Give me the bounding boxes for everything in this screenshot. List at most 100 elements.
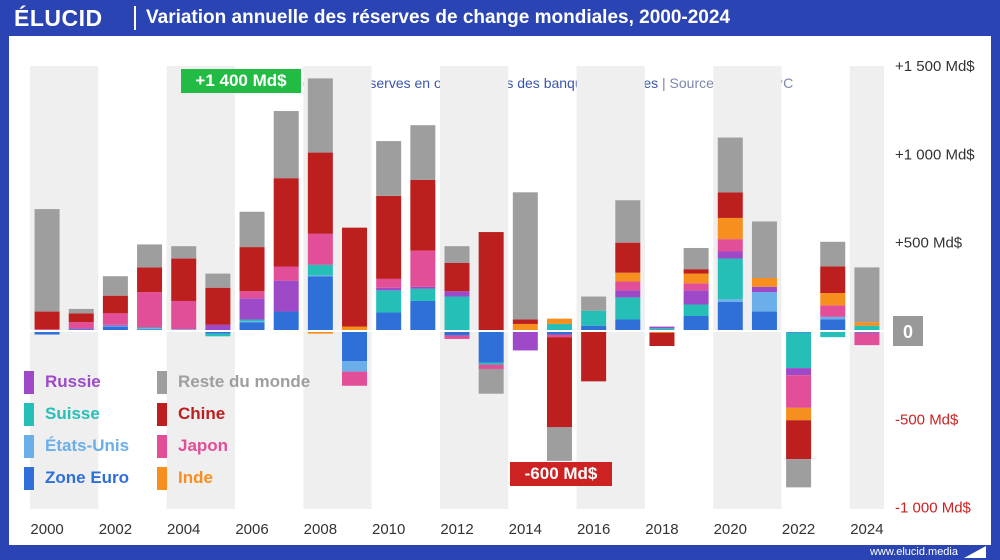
legend-swatch: [24, 467, 34, 490]
bar-segment: [615, 281, 641, 291]
bar-segment: [546, 331, 572, 335]
bar-segment: [444, 296, 470, 331]
bar-segment: [444, 331, 470, 336]
brand-logo[interactable]: ÉLUCID: [14, 5, 103, 31]
bar-segment: [68, 308, 94, 314]
x-tick-label: 2006: [235, 521, 268, 538]
bar-segment: [205, 331, 231, 334]
bar-segment: [239, 211, 265, 248]
x-tick-label: 2022: [782, 521, 815, 538]
bar-segment: [854, 325, 880, 331]
bar-segment: [342, 371, 368, 386]
bar-segment: [205, 273, 231, 288]
bar-segment: [478, 362, 504, 365]
bar-segment: [307, 152, 333, 234]
legend-swatch: [24, 371, 34, 394]
bar-segment: [717, 137, 743, 193]
bar-segment: [820, 316, 846, 320]
bar-segment: [102, 326, 128, 331]
title-separator: [134, 6, 136, 30]
bar-segment: [307, 331, 333, 334]
bar-segment: [342, 227, 368, 327]
bar-segment: [786, 368, 812, 376]
x-tick-label: 2018: [645, 521, 678, 538]
legend-swatch: [24, 403, 34, 426]
bar-segment: [444, 335, 470, 339]
bar-segment: [171, 246, 197, 259]
bar-segment: [683, 304, 709, 316]
bar-segment: [820, 319, 846, 331]
bar-segment: [751, 221, 777, 278]
bar-segment: [751, 292, 777, 312]
bar-segment: [717, 217, 743, 240]
legend-label: Zone Euro: [45, 468, 130, 487]
bar-segment: [410, 125, 436, 180]
legend-label: Japon: [178, 436, 229, 455]
bar-segment: [683, 273, 709, 284]
bar-segment: [786, 332, 812, 369]
bar-segment: [137, 327, 163, 329]
bar-segment: [717, 301, 743, 331]
legend-label: États-Unis: [45, 436, 130, 455]
bar-segment: [273, 266, 299, 281]
legend-label: Reste du monde: [178, 372, 311, 391]
bar-segment: [615, 290, 641, 298]
bar-segment: [376, 195, 402, 279]
bar-segment: [546, 337, 572, 428]
bar-segment: [34, 331, 60, 335]
bar-segment: [137, 267, 163, 293]
bar-segment: [342, 331, 368, 362]
bar-segment: [273, 311, 299, 331]
bar-segment: [512, 192, 538, 320]
legend-label: Russie: [45, 372, 101, 391]
bar-segment: [34, 311, 60, 330]
bar-segment: [102, 276, 128, 296]
bar-segment: [854, 332, 880, 346]
bar-segment: [512, 331, 538, 351]
y-tick-label: -500 Md$: [895, 411, 959, 428]
x-tick-label: 2014: [509, 521, 542, 538]
bar-segment: [342, 326, 368, 331]
legend-swatch: [24, 435, 34, 458]
subtitle-separator: |: [662, 75, 666, 91]
bar-segment: [786, 459, 812, 488]
peak-callout: +1 400 Md$: [181, 69, 301, 93]
bar-segment: [820, 293, 846, 306]
legend-swatch: [157, 403, 167, 426]
bar-segment: [751, 311, 777, 331]
bar-segment: [171, 258, 197, 301]
bar-segment: [581, 296, 607, 311]
bar-segment: [512, 319, 538, 324]
bar-segment: [410, 300, 436, 331]
bar-segment: [444, 246, 470, 263]
bar-segment: [307, 264, 333, 276]
x-tick-label: 2008: [304, 521, 337, 538]
bar-segment: [239, 298, 265, 320]
bar-segment: [376, 312, 402, 331]
bar-segment: [410, 286, 436, 289]
bar-segment: [137, 244, 163, 268]
bar-segment: [205, 324, 231, 331]
bar-segment: [34, 209, 60, 312]
bar-segment: [239, 321, 265, 323]
bar-segment: [615, 319, 641, 331]
bar-segment: [102, 313, 128, 325]
bar-segment: [307, 233, 333, 265]
bar-segment: [239, 319, 265, 322]
bar-segment: [820, 305, 846, 317]
y-tick-label: +500 Md$: [895, 235, 963, 252]
bar-segment: [786, 420, 812, 460]
bar-segment: [581, 331, 607, 382]
bar-segment: [68, 313, 94, 323]
bar-segment: [581, 325, 607, 331]
bar-segment: [376, 141, 402, 196]
bar-segment: [307, 78, 333, 153]
bar-segment: [239, 291, 265, 299]
legend-swatch: [157, 435, 167, 458]
bar-segment: [444, 291, 470, 297]
bar-segment: [649, 332, 675, 347]
y-tick-label: -1 000 Md$: [895, 500, 972, 517]
footer-url[interactable]: www.elucid.media: [869, 546, 958, 558]
x-tick-label: 2012: [440, 521, 473, 538]
x-tick-label: 2024: [850, 521, 883, 538]
